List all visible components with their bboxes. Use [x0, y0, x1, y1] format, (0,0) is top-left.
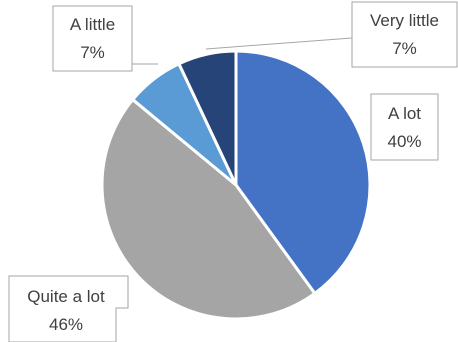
percent-quite-a-lot: 46% [49, 315, 83, 334]
label-very-little: Very little [370, 11, 439, 30]
percent-a-lot: 40% [387, 132, 421, 151]
pie-slices [100, 49, 372, 321]
callout-leaders [132, 37, 353, 65]
slice-a-lot [234, 49, 372, 295]
slice-very-little [177, 49, 238, 187]
percent-a-little: 7% [80, 43, 105, 62]
leader-line-very-little [205, 37, 353, 50]
label-a-little: A little [70, 15, 115, 34]
percent-very-little: 7% [392, 39, 417, 58]
slice-quite-a-lot [100, 98, 317, 321]
callout-very-little: Very little 7% [351, 1, 458, 68]
callout-quite-a-lot: Quite a lot 46% [8, 275, 129, 342]
callout-a-little: A little 7% [52, 5, 133, 72]
callout-a-lot: A lot 40% [370, 93, 439, 161]
label-quite-a-lot: Quite a lot [27, 287, 105, 306]
label-a-lot: A lot [388, 104, 421, 123]
